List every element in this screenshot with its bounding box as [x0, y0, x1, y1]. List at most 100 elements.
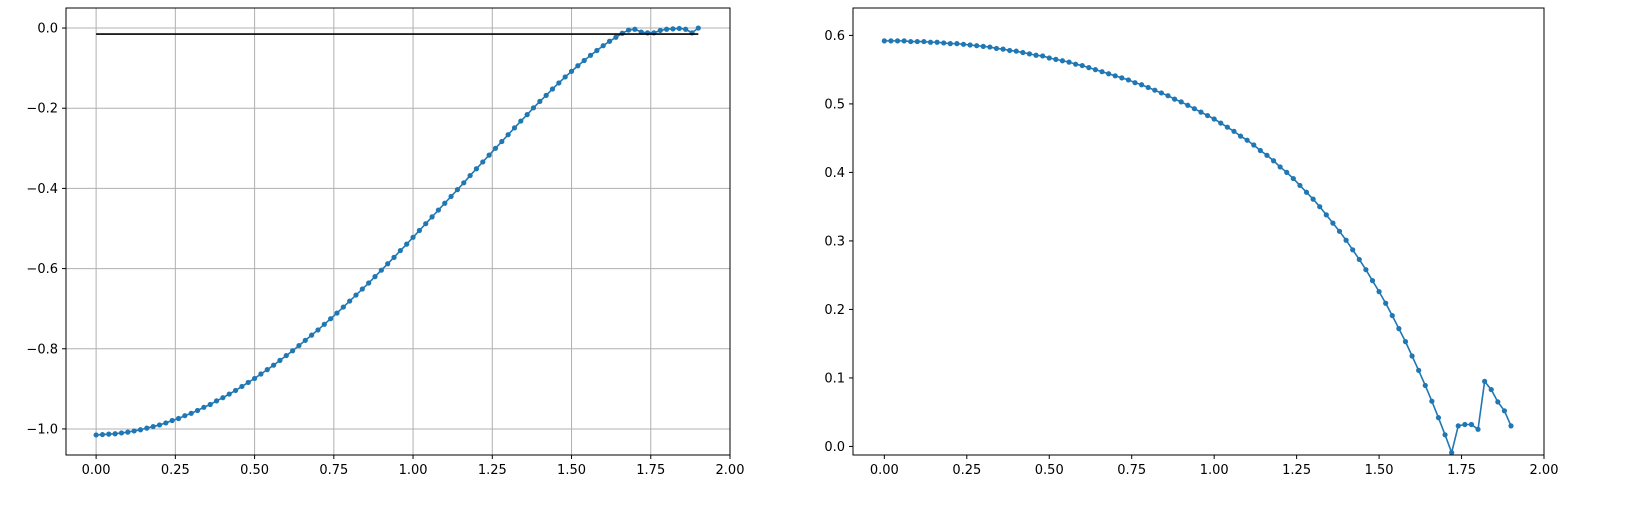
data-point — [543, 92, 549, 98]
data-point — [397, 247, 403, 254]
data-point — [1350, 247, 1356, 253]
data-point — [137, 427, 144, 433]
data-point — [1092, 67, 1099, 73]
data-point — [1284, 169, 1290, 176]
data-point — [1191, 106, 1197, 112]
data-point — [315, 327, 321, 333]
data-point — [1508, 423, 1514, 429]
data-point — [1356, 256, 1362, 263]
left-chart-panel: 0.00 0.25 0.50 0.75 1.00 1.25 1.50 1.75 2.00 0.0 −… — [26, 7, 745, 478]
data-point — [575, 63, 581, 69]
y-tick-label: 0.1 — [824, 371, 845, 386]
x-tick-label: 1.50 — [557, 463, 586, 478]
data-point — [1422, 382, 1428, 389]
data-point — [378, 267, 384, 273]
data-point — [366, 280, 372, 286]
data-point — [99, 431, 106, 438]
x-tick-label: 0.25 — [161, 463, 190, 478]
data-point — [619, 30, 625, 36]
data-point — [473, 166, 480, 172]
data-point — [1198, 109, 1204, 115]
x-tick-label: 2.00 — [716, 463, 745, 478]
data-point — [163, 420, 169, 426]
x-tick-label: 1.25 — [478, 463, 507, 478]
data-point — [302, 337, 308, 343]
x-tick-label: 1.75 — [636, 463, 665, 478]
data-point — [442, 200, 448, 206]
data-point — [359, 286, 365, 292]
data-point — [1416, 367, 1422, 373]
data-point — [960, 41, 967, 47]
data-point — [264, 367, 270, 373]
data-point — [385, 261, 391, 267]
data-point — [954, 41, 960, 47]
data-point — [1264, 152, 1270, 158]
data-point — [1046, 55, 1052, 61]
data-point — [448, 193, 454, 200]
data-point — [632, 26, 638, 32]
data-point — [927, 39, 934, 45]
data-point — [562, 74, 568, 80]
data-point — [410, 234, 416, 240]
data-point — [993, 45, 1000, 52]
data-point — [1251, 142, 1257, 148]
data-point — [581, 57, 587, 64]
data-point — [245, 379, 251, 386]
data-point — [987, 44, 993, 50]
data-point — [505, 132, 511, 138]
axes-frame — [852, 7, 1545, 456]
data-point — [1383, 300, 1389, 306]
data-point — [1013, 48, 1019, 54]
data-point — [404, 241, 410, 247]
data-point — [1053, 56, 1059, 62]
x-tick-label: 0.50 — [1035, 463, 1064, 478]
data-point — [309, 332, 315, 338]
data-point — [144, 425, 150, 431]
data-point — [657, 27, 663, 34]
data-point — [321, 321, 327, 327]
data-point — [118, 430, 125, 436]
data-point — [1449, 450, 1455, 456]
data-point — [467, 172, 473, 179]
x-tick-label: 0.00 — [870, 463, 899, 478]
data-point — [613, 34, 619, 40]
data-point — [1495, 399, 1501, 405]
data-point — [353, 292, 359, 298]
data-point — [934, 39, 940, 45]
data-point — [328, 316, 334, 322]
data-point — [1336, 228, 1343, 234]
data-point — [391, 254, 397, 260]
data-point — [232, 387, 239, 394]
data-point — [587, 52, 594, 58]
data-point — [894, 38, 901, 44]
data-point — [277, 357, 283, 363]
x-tick-label: 1.50 — [1365, 463, 1394, 478]
data-point — [881, 38, 887, 44]
data-point — [1185, 102, 1191, 108]
data-point — [1000, 46, 1006, 52]
x-tick-label: 1.75 — [1447, 463, 1476, 478]
data-point — [283, 352, 289, 359]
data-point — [1178, 99, 1184, 105]
data-point — [435, 207, 442, 213]
data-point — [1040, 53, 1046, 59]
data-point — [914, 38, 920, 45]
data-point — [530, 105, 537, 111]
data-point — [1475, 426, 1481, 432]
data-point — [1343, 237, 1349, 243]
x-tick-label: 0.25 — [952, 463, 981, 478]
data-point — [1290, 175, 1296, 182]
x-tick-label: 1.25 — [1282, 463, 1311, 478]
y-tick-label: 0.3 — [824, 234, 845, 249]
x-tick-label: 0.50 — [240, 463, 269, 478]
y-tick-label: 0.0 — [824, 440, 845, 455]
data-point — [1152, 87, 1158, 93]
data-point — [492, 145, 499, 151]
data-point — [1488, 386, 1494, 393]
data-point — [169, 417, 175, 424]
data-point — [213, 398, 220, 404]
data-point — [683, 26, 689, 32]
data-point — [1119, 75, 1125, 81]
data-point — [1409, 353, 1415, 359]
